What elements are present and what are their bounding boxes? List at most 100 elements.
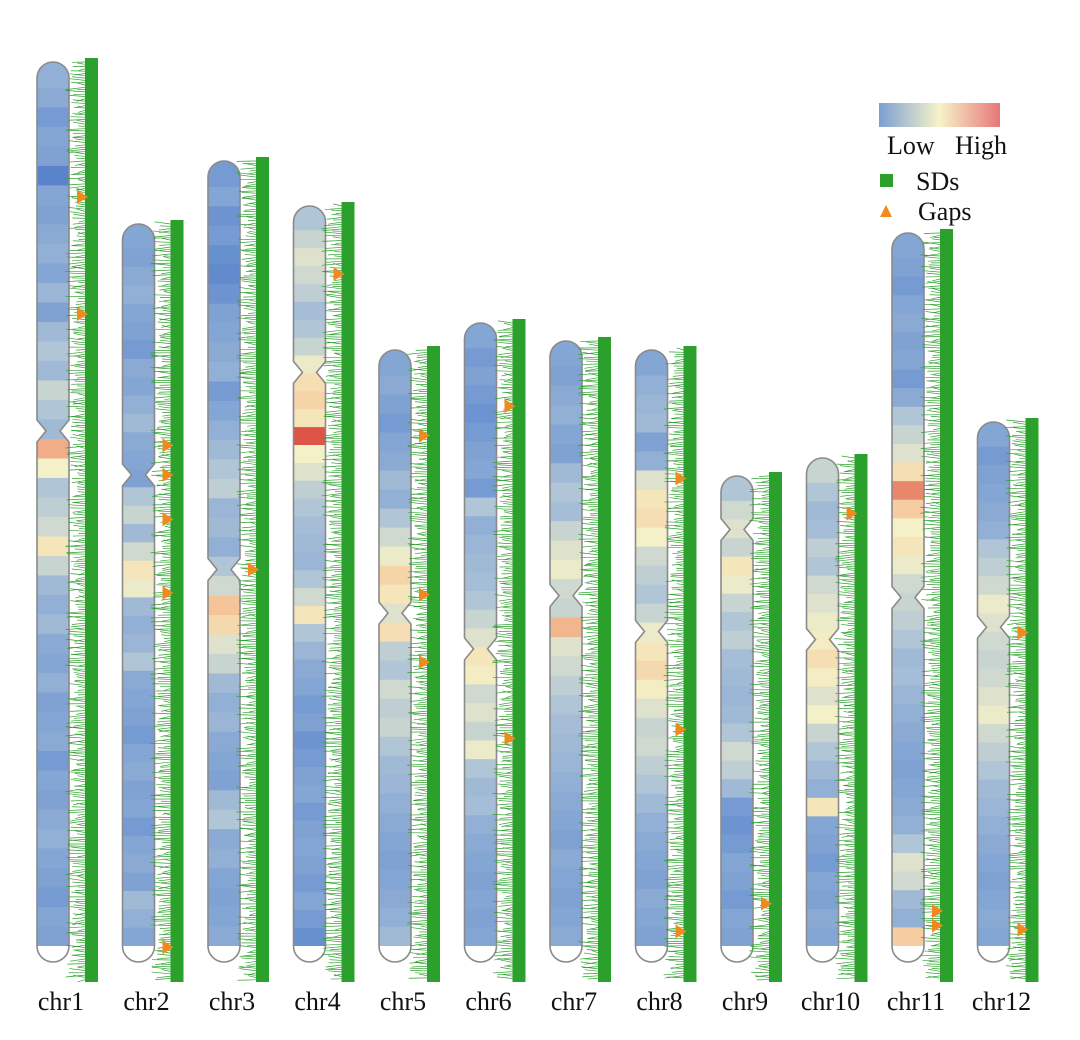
chr9-sd-link (758, 521, 770, 525)
chr9-sd-link (762, 546, 770, 549)
chr1-sd-link (70, 799, 86, 802)
chr1-sd-link (68, 646, 86, 649)
chr9-sd-link (753, 626, 770, 629)
chr1-sd-link (67, 207, 86, 210)
chr10-sd-link (840, 952, 855, 955)
chr8-sd-link (663, 424, 684, 427)
chr9-sd-link (751, 971, 770, 974)
chr12-sd-link (1013, 444, 1026, 448)
chr11-sd-link (922, 308, 941, 310)
chr1-sd-link (69, 588, 86, 592)
chr4-sd-link (333, 728, 342, 731)
chr5-band-bottom (379, 946, 411, 962)
chr11-sd-link (928, 968, 941, 972)
chr7-sd-link (584, 575, 599, 579)
chr7-sd-link (579, 717, 599, 719)
chr6-sd-link (504, 923, 513, 926)
chr12-sd-link (1006, 560, 1026, 563)
chr1-sd-link (65, 149, 86, 152)
chr7-sd-link (583, 945, 599, 949)
chr3-sd-link (246, 694, 257, 697)
chr12-sd-link (1008, 589, 1026, 591)
chr1-sd-link (78, 203, 86, 205)
chr8-sd-link (669, 600, 684, 604)
chr8-sd-link (667, 507, 684, 510)
chr3-sd-link (238, 339, 257, 341)
chr11-sd-link (921, 405, 941, 407)
chr11-sd-link (922, 241, 941, 245)
chr3-sd-link (236, 563, 257, 567)
chr3-sd-link (240, 757, 257, 760)
chr7-density-band-21 (550, 752, 582, 773)
chr7-density-band-6 (550, 463, 582, 484)
chr1-sd-link (74, 380, 86, 383)
chr7-sd-link (579, 773, 599, 776)
chr12-sd-link (1011, 443, 1026, 446)
chr1-sd-link (75, 138, 86, 141)
chr4-sd-link (327, 323, 342, 326)
chr1-sd-link (67, 809, 86, 812)
chr11-sd-link (930, 249, 941, 252)
chr10-sd-link (844, 703, 855, 707)
chr9-sd-link (761, 653, 770, 656)
chr7-sd-link (588, 610, 599, 613)
chr11-sd-link (932, 849, 941, 853)
chr6-sd-link (493, 842, 513, 846)
chr4-sd-link (328, 536, 342, 539)
chr7-sd-link (590, 455, 599, 459)
chr3-sd-link (248, 839, 257, 841)
chr4-density-band-37 (293, 874, 326, 893)
chr3-sd-link (245, 264, 257, 267)
chr11-sd-link (920, 474, 941, 477)
chr3-sd-link (241, 257, 257, 260)
chr1-sd-link (75, 891, 86, 895)
chr12-sd-link (1016, 890, 1026, 893)
chr1-density-band-14 (37, 341, 69, 362)
chr11-sd-link (921, 599, 941, 602)
chr2-density-band-11 (122, 432, 155, 452)
chr5-sd-link (408, 654, 428, 657)
chr1-sd-link (70, 906, 86, 909)
chr8-sd-link (668, 539, 684, 542)
chr6-sd-link (500, 655, 513, 657)
chr11-sd-link (933, 338, 941, 341)
chr11-sd-link (928, 260, 941, 262)
chr12-sd-link (1018, 502, 1026, 505)
chr3-sd-link (243, 362, 257, 364)
chr2-sd-link (154, 761, 171, 765)
chr1-sd-link (69, 740, 86, 743)
chr4-sd-link (322, 892, 342, 895)
chr10-sd-link (840, 616, 855, 619)
chr1-density-band-6 (37, 185, 69, 206)
chr11-sd-link (924, 448, 941, 451)
chr3-sd-link (241, 280, 257, 284)
chr9-sd-link (761, 629, 770, 633)
chr4-sd-link (328, 509, 342, 512)
chr1-sd-link (65, 790, 86, 794)
chr6-density-band-31 (464, 908, 497, 928)
chr1-sd-link (69, 926, 86, 929)
chr5-sd-link (416, 412, 428, 415)
chr3-sd-link (236, 503, 257, 506)
chr4-sd-link (327, 907, 342, 910)
chr9-density-band-5 (721, 575, 753, 595)
chr5-density-band-5 (379, 451, 411, 472)
chr6-sd-link (505, 906, 513, 910)
chr10-density-band-22 (806, 871, 839, 892)
chr1-sd-link (65, 638, 86, 642)
chr4-sd-link (323, 815, 342, 817)
chr10-sd-link (835, 754, 855, 757)
chr1-sd-link (77, 376, 86, 379)
chr12-group: chr12 (972, 418, 1039, 1016)
chr2-gap-marker-0 (162, 438, 174, 453)
chr2-sd-link (156, 783, 171, 786)
chr3-sd-link (249, 528, 257, 531)
chr11-sd-link (931, 297, 941, 299)
chr6-sd-link (503, 974, 513, 977)
chr2-sd-link (157, 649, 171, 651)
chr5-sd-link (408, 476, 428, 478)
chr3-density-band-2 (208, 206, 240, 227)
chr6-sd-link (505, 567, 513, 570)
chr2-sd-link (158, 228, 171, 231)
chr4-density-band-19 (293, 552, 326, 571)
